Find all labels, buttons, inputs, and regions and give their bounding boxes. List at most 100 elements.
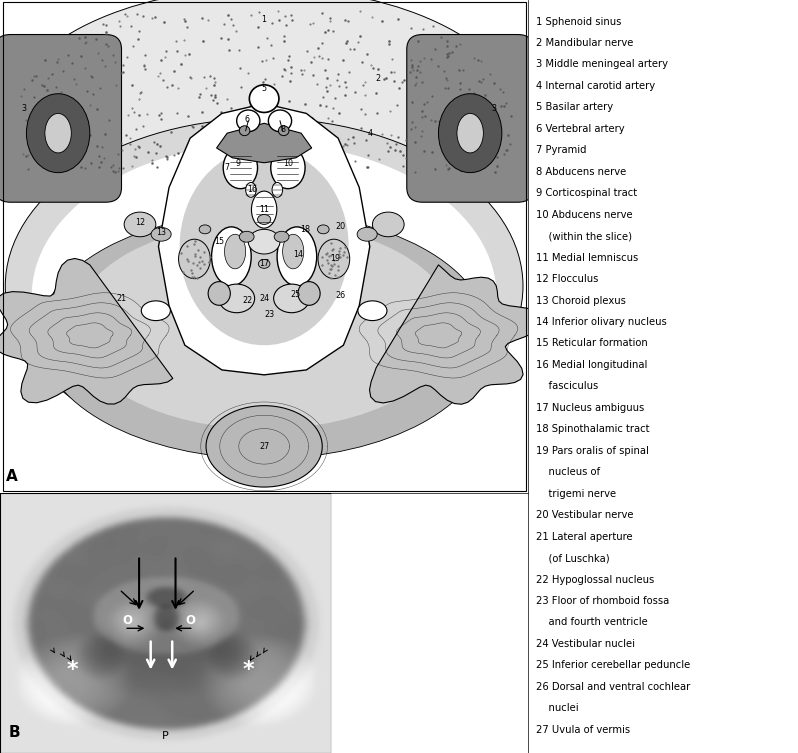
Text: 18 Spinothalamic tract: 18 Spinothalamic tract	[536, 425, 650, 434]
Text: fasciculus: fasciculus	[536, 382, 598, 392]
Ellipse shape	[318, 225, 329, 233]
Ellipse shape	[272, 182, 282, 197]
Ellipse shape	[208, 282, 231, 305]
Text: 12 Flocculus: 12 Flocculus	[536, 274, 598, 284]
Text: 17 Nucleus ambiguus: 17 Nucleus ambiguus	[536, 403, 645, 413]
Ellipse shape	[248, 230, 280, 254]
Ellipse shape	[438, 93, 502, 172]
Text: 4 Internal carotid artery: 4 Internal carotid artery	[536, 81, 655, 91]
Circle shape	[239, 126, 250, 136]
Text: 16 Medial longitudinal: 16 Medial longitudinal	[536, 360, 648, 370]
Text: 8 Abducens nerve: 8 Abducens nerve	[536, 167, 626, 177]
Ellipse shape	[224, 234, 246, 269]
Text: *: *	[243, 660, 255, 680]
Ellipse shape	[373, 212, 404, 236]
Ellipse shape	[246, 182, 256, 197]
Text: 13 Choroid plexus: 13 Choroid plexus	[536, 296, 626, 306]
Ellipse shape	[239, 231, 254, 242]
Text: 15 Reticular formation: 15 Reticular formation	[536, 339, 648, 349]
Circle shape	[268, 110, 291, 132]
Text: 13: 13	[156, 228, 166, 237]
Text: 20 Vestibular nerve: 20 Vestibular nerve	[536, 511, 634, 520]
Text: O: O	[185, 614, 196, 627]
Text: 2: 2	[375, 75, 381, 84]
Text: 21: 21	[117, 294, 127, 303]
Circle shape	[279, 126, 289, 136]
Text: 14: 14	[294, 251, 303, 260]
Ellipse shape	[223, 147, 258, 189]
Text: 14 Inferior olivary nucleus: 14 Inferior olivary nucleus	[536, 317, 667, 327]
Text: 26 Dorsal and ventral cochlear: 26 Dorsal and ventral cochlear	[536, 682, 690, 692]
Polygon shape	[369, 265, 547, 404]
Circle shape	[237, 110, 260, 132]
Text: 24: 24	[259, 294, 269, 303]
Ellipse shape	[179, 239, 210, 279]
Text: B: B	[8, 725, 20, 740]
Text: 20: 20	[336, 222, 346, 231]
Text: (within the slice): (within the slice)	[536, 231, 632, 241]
Text: 19: 19	[330, 254, 341, 263]
Text: P: P	[162, 730, 169, 740]
Text: 1: 1	[262, 15, 267, 24]
Text: 3: 3	[22, 104, 26, 113]
Text: 4: 4	[367, 129, 373, 138]
Text: 18: 18	[300, 225, 310, 234]
Text: 2 Mandibular nerve: 2 Mandibular nerve	[536, 38, 634, 48]
Text: 15: 15	[214, 237, 224, 246]
Ellipse shape	[26, 93, 90, 172]
Ellipse shape	[457, 114, 484, 153]
Text: 7 Pyramid: 7 Pyramid	[536, 145, 587, 155]
Text: 11: 11	[259, 205, 269, 214]
Ellipse shape	[219, 284, 255, 312]
Text: (of Luschka): (of Luschka)	[536, 553, 610, 563]
Text: 19 Pars oralis of spinal: 19 Pars oralis of spinal	[536, 446, 650, 456]
Polygon shape	[0, 258, 173, 404]
FancyBboxPatch shape	[0, 35, 121, 203]
Ellipse shape	[358, 301, 387, 321]
Ellipse shape	[45, 114, 71, 153]
Text: 24 Vestibular nuclei: 24 Vestibular nuclei	[536, 639, 635, 649]
Ellipse shape	[32, 143, 496, 449]
Circle shape	[249, 85, 279, 112]
Text: 6: 6	[244, 115, 249, 124]
Text: 22: 22	[242, 297, 252, 306]
Text: 23: 23	[264, 310, 275, 319]
Text: 9: 9	[235, 159, 240, 168]
Ellipse shape	[275, 231, 289, 242]
Ellipse shape	[180, 148, 349, 346]
Text: 27 Uvula of vermis: 27 Uvula of vermis	[536, 724, 630, 735]
Ellipse shape	[251, 191, 277, 228]
Text: 23 Floor of rhomboid fossa: 23 Floor of rhomboid fossa	[536, 596, 670, 606]
Text: 5 Basilar artery: 5 Basilar artery	[536, 102, 614, 112]
Text: nucleus of: nucleus of	[536, 467, 600, 477]
Ellipse shape	[141, 301, 170, 321]
Text: 22 Hypoglossal nucleus: 22 Hypoglossal nucleus	[536, 575, 654, 584]
Ellipse shape	[6, 0, 523, 259]
Text: 9 Corticospinal tract: 9 Corticospinal tract	[536, 188, 638, 198]
Text: 10 Abducens nerve: 10 Abducens nerve	[536, 210, 633, 220]
Ellipse shape	[259, 260, 270, 268]
Text: 16: 16	[247, 185, 258, 194]
Text: 26: 26	[336, 291, 346, 300]
Text: and fourth ventricle: and fourth ventricle	[536, 617, 648, 627]
Ellipse shape	[151, 227, 171, 241]
Ellipse shape	[206, 406, 322, 487]
Text: 5: 5	[262, 84, 267, 93]
Ellipse shape	[124, 212, 156, 236]
Ellipse shape	[74, 222, 454, 429]
Text: 25: 25	[290, 290, 301, 299]
Text: 25 Inferior cerebellar peduncle: 25 Inferior cerebellar peduncle	[536, 660, 690, 670]
Ellipse shape	[358, 227, 377, 241]
Ellipse shape	[274, 284, 310, 312]
Polygon shape	[216, 123, 312, 163]
Ellipse shape	[318, 239, 350, 279]
Ellipse shape	[40, 212, 488, 459]
Text: nuclei: nuclei	[536, 703, 579, 713]
Text: 7: 7	[224, 163, 230, 172]
Text: *: *	[67, 660, 79, 680]
Ellipse shape	[258, 215, 271, 224]
Ellipse shape	[298, 282, 320, 305]
Ellipse shape	[6, 118, 523, 454]
Text: 10: 10	[283, 159, 293, 168]
Text: 6 Vertebral artery: 6 Vertebral artery	[536, 124, 625, 134]
